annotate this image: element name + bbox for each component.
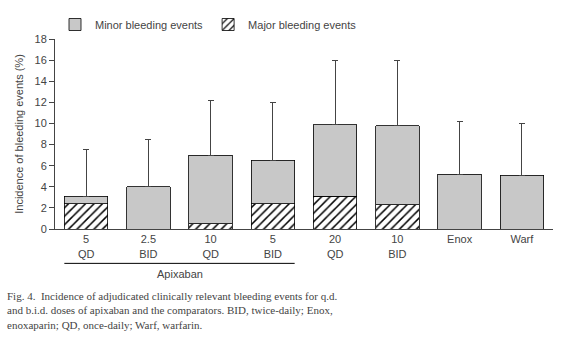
- svg-text:10QD: 10QD: [202, 233, 219, 259]
- svg-text:Fig. 4. Incidence of adjudica: Fig. 4. Incidence of adjudicated clinica…: [7, 290, 337, 331]
- svg-text:16: 16: [35, 54, 47, 66]
- svg-text:8: 8: [41, 138, 47, 150]
- svg-text:Enox: Enox: [447, 233, 473, 245]
- svg-text:5BID: 5BID: [264, 233, 282, 259]
- svg-text:20QD: 20QD: [327, 233, 344, 259]
- svg-text:4: 4: [41, 181, 47, 193]
- svg-text:Incidence of bleeding events (: Incidence of bleeding events (%): [13, 54, 25, 214]
- svg-text:2: 2: [41, 202, 47, 214]
- svg-text:18: 18: [35, 33, 47, 45]
- svg-text:5QD: 5QD: [78, 233, 95, 259]
- svg-text:0: 0: [41, 223, 47, 235]
- svg-text:12: 12: [35, 96, 47, 108]
- svg-text:14: 14: [35, 75, 47, 87]
- svg-text:2.5BID: 2.5BID: [139, 233, 157, 259]
- svg-text:Apixaban: Apixaban: [157, 268, 203, 280]
- svg-text:6: 6: [41, 160, 47, 172]
- svg-text:Warf: Warf: [510, 233, 534, 245]
- svg-text:Major bleeding events: Major bleeding events: [248, 19, 356, 31]
- svg-text:Minor bleeding events: Minor bleeding events: [95, 19, 203, 31]
- svg-text:10BID: 10BID: [388, 233, 406, 259]
- svg-text:10: 10: [35, 117, 47, 129]
